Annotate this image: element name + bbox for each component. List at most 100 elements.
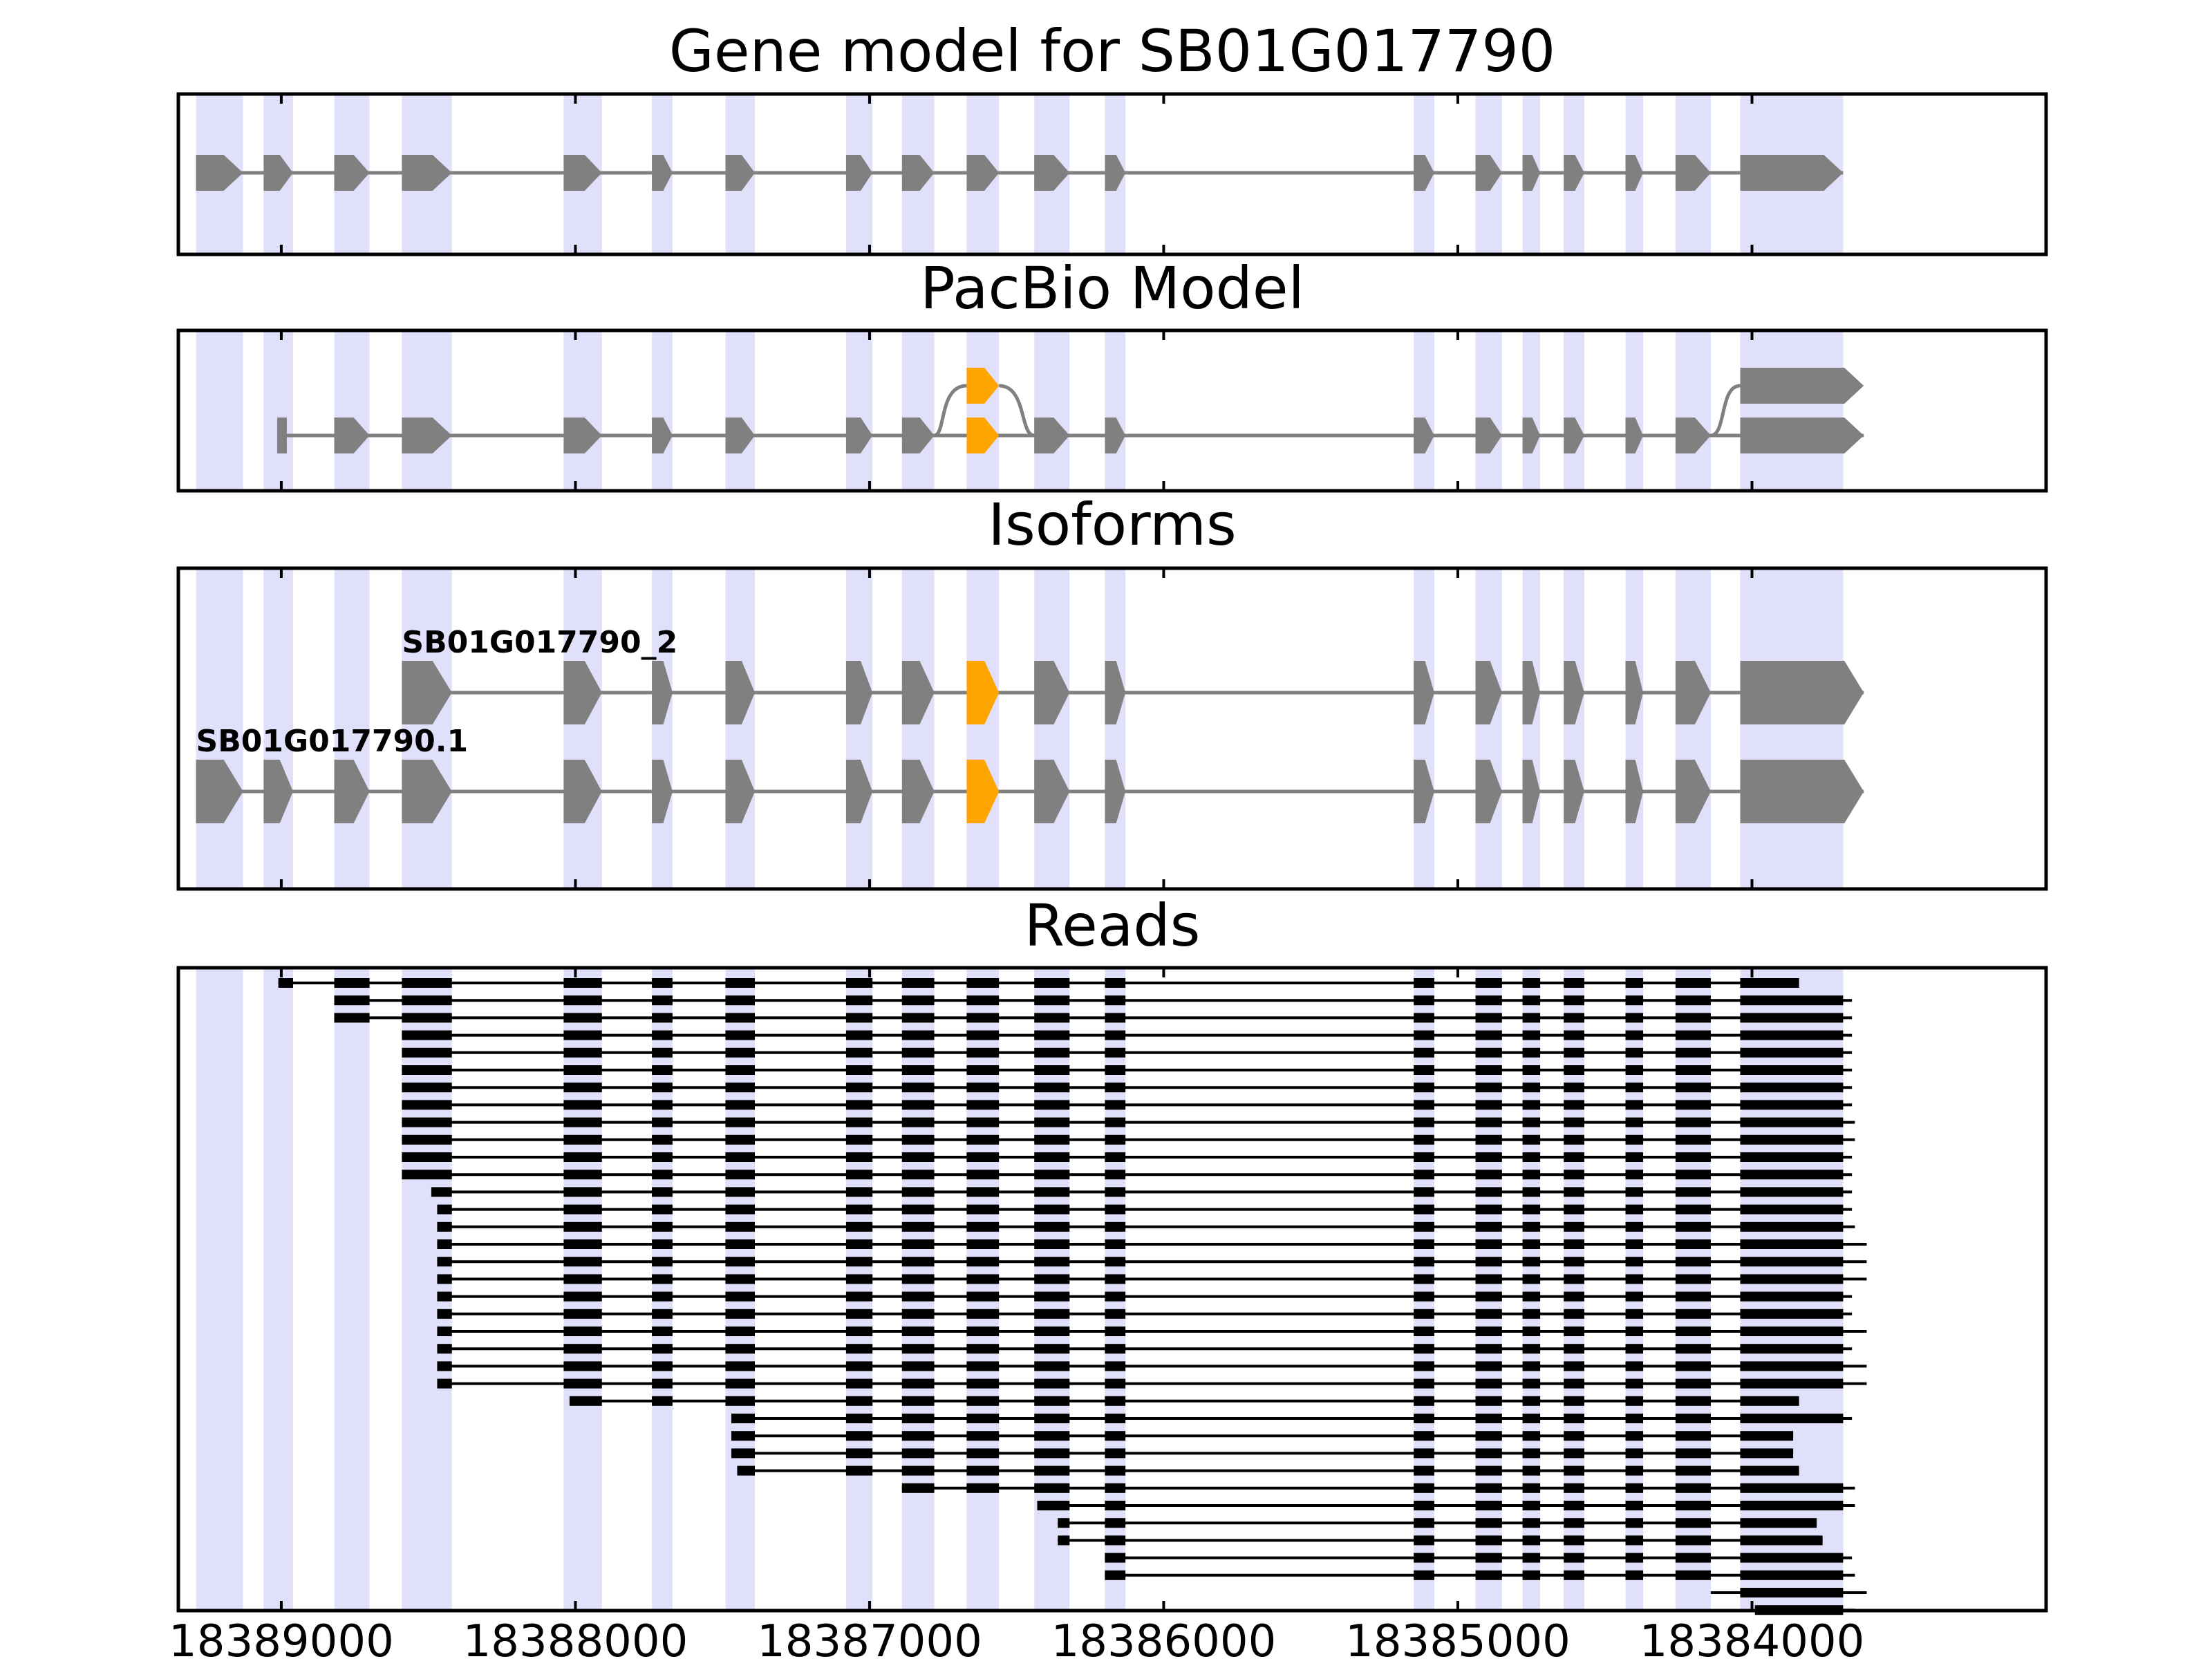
read-exon <box>845 1134 873 1145</box>
read-exon <box>725 1309 756 1319</box>
read-exon <box>1564 1396 1584 1406</box>
read-exon <box>1564 1082 1584 1093</box>
read-exon <box>1522 1239 1541 1249</box>
read-exon <box>1564 1465 1584 1476</box>
read-exon <box>1740 1152 1844 1162</box>
read-exon <box>1625 1082 1644 1093</box>
read-exon <box>1675 1134 1711 1145</box>
exon <box>1740 418 1864 453</box>
read-exon <box>1034 1030 1070 1040</box>
read-exon <box>652 1378 673 1389</box>
read <box>569 1396 1799 1406</box>
read-exon <box>901 1344 935 1354</box>
read-exon <box>278 978 293 988</box>
read-exon <box>1740 1274 1844 1284</box>
read-exon <box>1522 1257 1541 1267</box>
panel-2: PacBio Model <box>176 254 2048 493</box>
isoform-label: SB01G017790.1 <box>196 724 469 759</box>
read-exon <box>1522 1431 1541 1441</box>
read-exon <box>725 1344 756 1354</box>
read-exon <box>845 1030 873 1040</box>
read-exon <box>1564 1117 1584 1127</box>
read-exon <box>1034 1483 1070 1493</box>
exon <box>725 661 755 724</box>
read-exon <box>1675 1274 1711 1284</box>
exon <box>563 661 602 724</box>
read-exon <box>1522 1065 1541 1075</box>
panel-title: Reads <box>1024 892 1201 959</box>
read-exon <box>1564 1553 1584 1563</box>
read-exon <box>563 995 602 1006</box>
read-exon <box>1625 1396 1644 1406</box>
read-exon <box>1105 1170 1126 1180</box>
exon <box>1105 155 1126 191</box>
read-exon <box>1564 1274 1584 1284</box>
read-exon <box>1564 1152 1584 1162</box>
read <box>334 995 1853 1006</box>
read-exon <box>1414 1047 1434 1058</box>
read-exon <box>1522 1170 1541 1180</box>
read-exon <box>845 1396 873 1406</box>
read <box>402 1152 1853 1162</box>
read-exon <box>1625 1221 1644 1232</box>
read-exon <box>966 1013 1000 1023</box>
isoform-label: SB01G017790_2 <box>402 625 677 660</box>
read-exon <box>845 1152 873 1162</box>
read-exon <box>1564 1187 1584 1197</box>
read-exon <box>901 1257 935 1267</box>
exon-band <box>725 968 756 1611</box>
read-exon <box>652 978 673 988</box>
read-exon <box>437 1291 452 1302</box>
read-exon <box>1564 1570 1584 1580</box>
read <box>1105 1570 1855 1580</box>
read-exon <box>1675 1117 1711 1127</box>
exon <box>725 760 755 823</box>
read-exon <box>431 1187 452 1197</box>
exon-band <box>1740 568 1844 889</box>
read-exon <box>1414 1414 1434 1423</box>
read-exon <box>1034 1327 1070 1336</box>
read-exon <box>725 1291 756 1302</box>
read-exon <box>1105 1378 1126 1389</box>
exon <box>334 760 370 823</box>
read-exon <box>901 1483 935 1493</box>
exon-band <box>845 568 873 889</box>
read-exon <box>1564 1431 1584 1441</box>
read-exon <box>1034 1170 1070 1180</box>
read-exon <box>652 1100 673 1110</box>
read-exon <box>845 1327 873 1336</box>
exon <box>334 418 370 453</box>
read-exon <box>1105 1465 1126 1476</box>
read-exon <box>1625 978 1644 988</box>
splice-connector <box>1710 384 1741 438</box>
read <box>1105 1553 1853 1563</box>
read-exon <box>1564 978 1584 988</box>
read-exon <box>1034 1361 1070 1371</box>
exon <box>1105 418 1126 453</box>
alt-exon <box>966 418 1000 453</box>
read-exon <box>652 1327 673 1336</box>
exon-band <box>652 968 673 1611</box>
read-exon <box>845 1187 873 1197</box>
alt-exon <box>966 760 1000 823</box>
read-exon <box>1740 1082 1844 1093</box>
read-exon <box>563 1047 602 1058</box>
read-exon <box>1740 1309 1844 1319</box>
read-exon <box>1034 1100 1070 1110</box>
read-exon <box>1564 995 1584 1006</box>
read-exon <box>1675 1431 1711 1441</box>
read-exon <box>901 1448 935 1459</box>
read-exon <box>563 1204 602 1215</box>
exon <box>402 760 452 823</box>
read-exon <box>901 1239 935 1249</box>
read-exon <box>1475 1134 1502 1145</box>
x-tick-label: 18388000 <box>463 1616 688 1659</box>
exon-band <box>1414 968 1434 1611</box>
exon <box>966 155 1000 191</box>
read-exon <box>1740 1361 1844 1371</box>
read-exon <box>901 1309 935 1319</box>
read-exon <box>901 1152 935 1162</box>
read-exon <box>1625 1414 1644 1423</box>
exon <box>402 418 452 453</box>
read-exon <box>1475 1152 1502 1162</box>
